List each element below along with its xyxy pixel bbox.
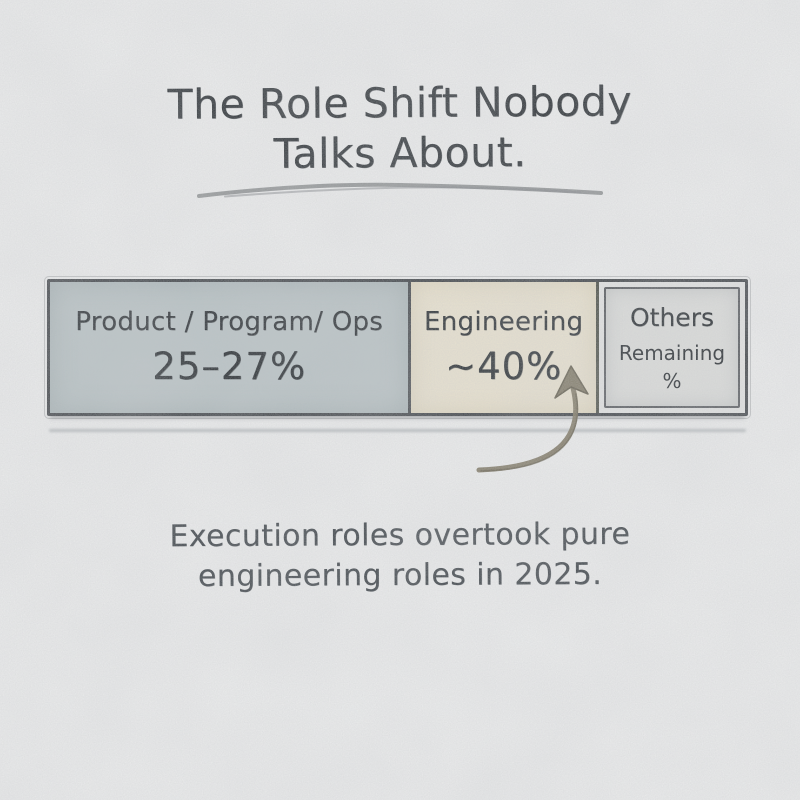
caption: Execution roles overtook pure engineerin… — [0, 514, 800, 598]
caption-line-1: Execution roles overtook pure — [169, 516, 631, 555]
segment-value-line2: % — [662, 368, 682, 393]
segment-label: Product / Program/ Ops — [75, 307, 384, 337]
title-line-1: The Role Shift Nobody — [167, 77, 633, 129]
chart-stage: Product / Program/ Ops 25–27% Engineerin… — [44, 276, 751, 479]
bar-segment-others: Others Remaining % — [599, 282, 745, 413]
others-inner-box: Others Remaining % — [604, 287, 740, 408]
role-share-bar: Product / Program/ Ops 25–27% Engineerin… — [44, 276, 751, 419]
segment-label: Others — [629, 302, 714, 332]
segment-value: 25–27% — [152, 345, 307, 388]
segment-value-line1: Remaining — [618, 340, 726, 365]
segment-label: Engineering — [424, 307, 584, 337]
caption-line-2: engineering roles in 2025. — [197, 556, 603, 595]
curved-arrow-icon — [476, 365, 589, 473]
title-underline-stroke — [197, 182, 603, 198]
page-title: The Role Shift Nobody Talks About. — [0, 75, 800, 181]
bar-shadow-line — [49, 429, 746, 432]
title-line-2: Talks About. — [273, 128, 527, 178]
bar-segment-product-program-ops: Product / Program/ Ops 25–27% — [50, 282, 412, 413]
